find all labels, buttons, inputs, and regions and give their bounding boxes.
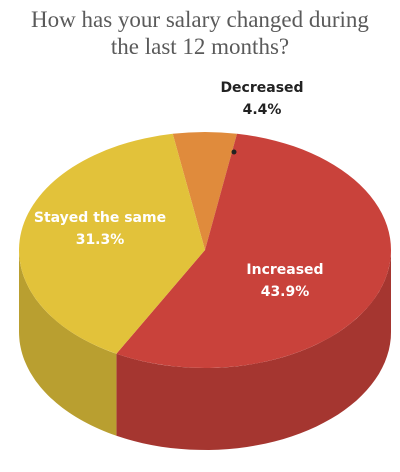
value-label: 43.9% (261, 284, 310, 300)
pie-slice (18, 133, 205, 354)
slice-label: Decreased (220, 80, 303, 96)
pie-side (116, 250, 392, 450)
leader-dot (231, 149, 237, 155)
value-label: 31.3% (76, 232, 125, 248)
pie-side (19, 250, 117, 436)
slice-label: Increased (246, 262, 323, 278)
chart-title: How has your salary changed during the l… (31, 7, 369, 59)
pie-slice (172, 132, 237, 250)
pie-slice (116, 133, 391, 368)
slice-label: Stayed the same (34, 210, 166, 226)
value-label: 4.4% (243, 102, 282, 118)
